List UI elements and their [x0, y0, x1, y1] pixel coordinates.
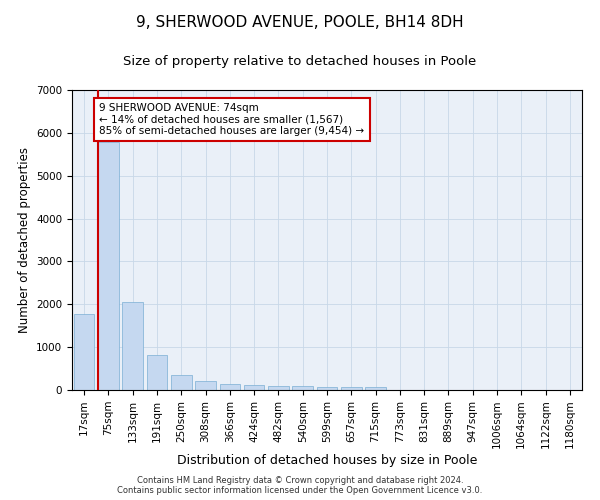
Y-axis label: Number of detached properties: Number of detached properties: [17, 147, 31, 333]
Text: Size of property relative to detached houses in Poole: Size of property relative to detached ho…: [124, 55, 476, 68]
Bar: [146, 355, 167, 390]
X-axis label: Distribution of detached houses by size in Poole: Distribution of detached houses by size …: [177, 454, 477, 467]
Bar: [341, 387, 362, 390]
Bar: [268, 386, 289, 390]
Bar: [171, 374, 191, 390]
Bar: [244, 386, 265, 390]
Text: Contains HM Land Registry data © Crown copyright and database right 2024.
Contai: Contains HM Land Registry data © Crown c…: [118, 476, 482, 495]
Bar: [74, 314, 94, 390]
Text: 9 SHERWOOD AVENUE: 74sqm
← 14% of detached houses are smaller (1,567)
85% of sem: 9 SHERWOOD AVENUE: 74sqm ← 14% of detach…: [100, 103, 364, 136]
Bar: [317, 386, 337, 390]
Bar: [365, 387, 386, 390]
Bar: [122, 302, 143, 390]
Bar: [98, 142, 119, 390]
Bar: [220, 384, 240, 390]
Text: 9, SHERWOOD AVENUE, POOLE, BH14 8DH: 9, SHERWOOD AVENUE, POOLE, BH14 8DH: [136, 15, 464, 30]
Bar: [292, 386, 313, 390]
Bar: [195, 381, 216, 390]
